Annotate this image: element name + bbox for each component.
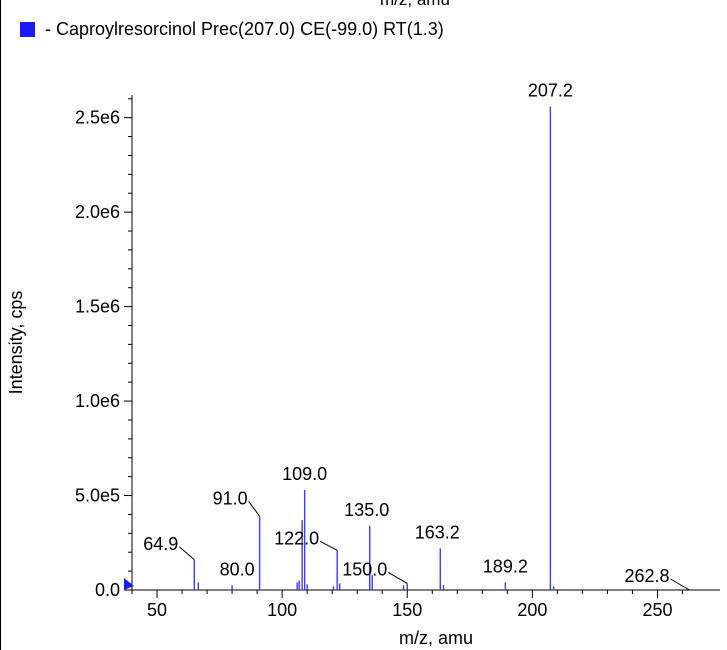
peak-label-leader bbox=[670, 578, 690, 591]
y-tick-label: 0.0 bbox=[95, 580, 120, 600]
x-tick-label: 250 bbox=[642, 600, 672, 620]
peak-label-leader bbox=[319, 540, 338, 551]
left-border bbox=[0, 0, 1, 650]
legend-text: - Caproylresorcinol Prec(207.0) CE(-99.0… bbox=[45, 18, 444, 39]
y-tick-label: 2.0e6 bbox=[75, 202, 120, 222]
legend: - Caproylresorcinol Prec(207.0) CE(-99.0… bbox=[20, 18, 444, 40]
peak-label-leader bbox=[178, 546, 195, 561]
y-tick-label: 2.5e6 bbox=[75, 108, 120, 128]
peak-label: 122.0 bbox=[274, 528, 319, 548]
peak-label: 135.0 bbox=[344, 500, 389, 520]
peak-annotations: 207.2 109.0 91.0 135.0 122.0 163.2 64.9 80.0 150… bbox=[143, 80, 690, 591]
x-tick-label: 50 bbox=[147, 600, 167, 620]
x-tick-label: 100 bbox=[267, 600, 297, 620]
peak-label: 91.0 bbox=[213, 488, 248, 508]
y-tick-label: 1.0e6 bbox=[75, 391, 120, 411]
peaks bbox=[193, 106, 555, 590]
y-tick-label: 5.0e5 bbox=[75, 486, 120, 506]
x-tick-label: 150 bbox=[392, 600, 422, 620]
peak-label: 189.2 bbox=[483, 556, 528, 576]
peak-label: 207.2 bbox=[528, 80, 573, 100]
peak-label: 80.0 bbox=[220, 559, 255, 579]
y-axis-label: Intensity, cps bbox=[6, 291, 26, 395]
legend-swatch bbox=[20, 21, 35, 37]
peak-label-leader bbox=[387, 571, 408, 584]
peak-label: 64.9 bbox=[143, 534, 178, 554]
y-tick-label: 1.5e6 bbox=[75, 297, 120, 317]
top-cut-axis-label: m/z, amu bbox=[380, 0, 450, 10]
x-axis-label: m/z, amu bbox=[399, 628, 473, 648]
y-ticks: 0.0 5.0e5 1.0e6 1.5e6 2.0e6 2.5e6 bbox=[75, 98, 132, 600]
peak-label: 109.0 bbox=[282, 464, 327, 484]
peak-label: 262.8 bbox=[624, 566, 669, 586]
x-tick-label: 200 bbox=[517, 600, 547, 620]
peak-label-leader bbox=[248, 501, 261, 517]
peak-label: 163.2 bbox=[415, 522, 460, 542]
x-origin-marker[interactable] bbox=[124, 578, 134, 590]
x-ticks: 50 100 150 200 250 bbox=[131, 590, 683, 620]
peak-label: 150.0 bbox=[342, 559, 387, 579]
